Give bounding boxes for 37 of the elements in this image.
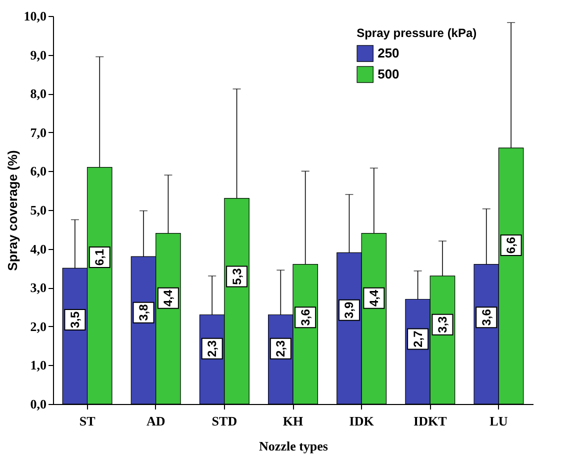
data-label: 3,6 xyxy=(298,308,312,326)
y-tick-label: 2,0 xyxy=(30,318,46,334)
y-tick-label: 1,0 xyxy=(30,358,46,373)
data-label: 4,4 xyxy=(161,289,176,306)
data-label: 3,5 xyxy=(68,311,82,328)
data-label: 2,7 xyxy=(410,330,425,348)
data-label: 3,8 xyxy=(136,304,151,321)
y-tick-label: 5,0 xyxy=(30,202,46,218)
data-label: 3,3 xyxy=(435,316,450,333)
data-label: 6,6 xyxy=(504,236,518,254)
x-tick-label: IDK xyxy=(349,414,375,428)
x-tick-label: LU xyxy=(490,414,508,428)
y-tick-label: 6,0 xyxy=(30,164,46,179)
y-tick-label: 3,0 xyxy=(30,280,46,296)
x-tick-label: ST xyxy=(79,414,96,428)
data-label: 6,1 xyxy=(92,248,107,266)
legend-label: 250 xyxy=(378,46,400,60)
data-label: 4,4 xyxy=(366,289,381,306)
y-tick-label: 8,0 xyxy=(30,86,46,102)
data-label: 3,9 xyxy=(342,302,356,319)
data-label: 2,3 xyxy=(274,340,288,358)
legend-title: Spray pressure (kPa) xyxy=(356,26,477,40)
y-tick-label: 7,0 xyxy=(30,124,46,140)
legend-label: 500 xyxy=(378,66,400,82)
x-axis-title: Nozzle types xyxy=(259,438,328,454)
x-tick-label: AD xyxy=(146,414,166,428)
y-tick-label: 4,0 xyxy=(30,241,46,256)
y-tick-label: 0,0 xyxy=(30,396,46,412)
data-label: 2,3 xyxy=(205,340,220,358)
data-label: 5,3 xyxy=(230,268,244,285)
y-tick-label: 10,0 xyxy=(24,8,46,24)
x-tick-label: STD xyxy=(212,414,238,428)
x-tick-label: KH xyxy=(282,414,304,428)
y-tick-label: 9,0 xyxy=(30,47,46,62)
data-label: 3,6 xyxy=(479,308,494,326)
y-axis-title: Spray coverage (%) xyxy=(4,150,20,271)
x-tick-label: IDKT xyxy=(414,414,448,428)
